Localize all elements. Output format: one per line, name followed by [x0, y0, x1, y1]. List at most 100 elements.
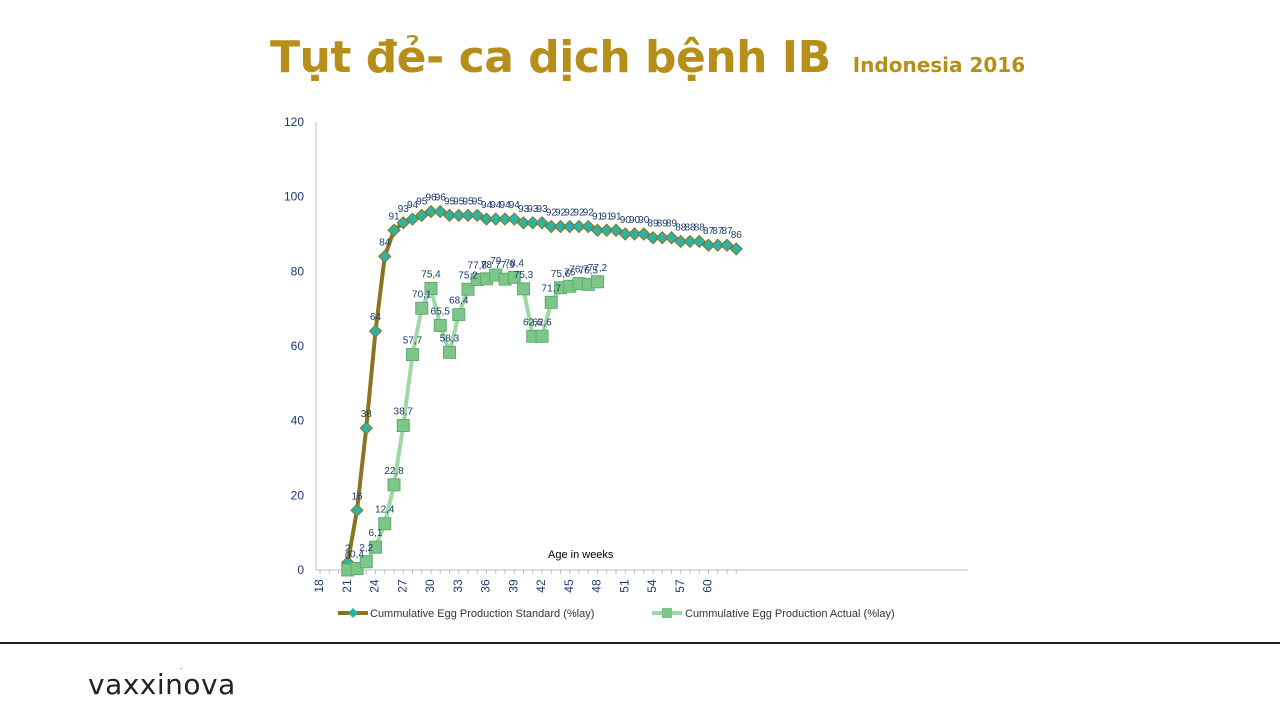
actual-data-label: 77,9 — [495, 260, 515, 271]
standard-point — [701, 238, 716, 252]
x-tick-label: 18 — [312, 579, 326, 593]
actual-point — [517, 282, 530, 296]
standard-point — [479, 212, 494, 226]
standard-point — [720, 238, 734, 252]
y-tick-label: 40 — [291, 414, 305, 428]
actual-point — [433, 318, 447, 332]
standard-point — [590, 223, 605, 237]
standard-data-label: 89 — [657, 219, 669, 230]
standard-point — [609, 223, 623, 237]
actual-point — [369, 540, 382, 554]
logo-text: vaxxinova — [88, 668, 236, 701]
standard-point — [378, 249, 392, 264]
standard-point — [452, 208, 466, 223]
actual-data-label: 75,6 — [551, 269, 571, 280]
standard-point — [359, 421, 373, 435]
actual-point — [424, 282, 438, 296]
standard-data-label: 92 — [555, 208, 567, 219]
actual-data-label: 75,2 — [458, 270, 478, 281]
standard-data-label: 87 — [703, 226, 715, 237]
actual-point — [507, 270, 521, 284]
standard-point — [618, 227, 632, 241]
actual-data-label: 75,3 — [514, 270, 534, 281]
standard-data-label: 93 — [518, 204, 530, 215]
standard-series-line — [345, 209, 737, 563]
standard-point — [405, 212, 420, 226]
standard-data-label: 38 — [361, 409, 373, 420]
standard-point — [655, 231, 669, 245]
standard-data-label: 95 — [453, 196, 465, 207]
actual-data-label: 68,4 — [449, 296, 469, 307]
standard-data-label: 88 — [675, 222, 687, 233]
standard-point — [461, 208, 475, 223]
standard-point — [581, 219, 595, 234]
standard-data-label: 93 — [527, 204, 539, 215]
x-tick-label: 57 — [673, 579, 687, 593]
actual-data-label: 79 — [490, 256, 502, 267]
standard-point — [553, 219, 568, 234]
standard-point — [572, 219, 586, 234]
actual-data-label: 78,4 — [505, 258, 525, 269]
standard-point — [442, 208, 457, 223]
standard-data-label: 87 — [712, 226, 724, 237]
actual-data-label: 62,6 — [523, 317, 543, 328]
standard-point — [387, 223, 401, 237]
standard-data-label: 95 — [416, 196, 428, 207]
x-tick-label: 30 — [423, 579, 437, 593]
x-tick-label: 42 — [534, 579, 548, 593]
actual-point — [378, 517, 392, 531]
standard-point — [544, 219, 558, 234]
actual-data-label: 76 — [564, 267, 576, 278]
actual-point — [359, 555, 373, 569]
actual-data-label: 58,3 — [440, 333, 460, 344]
page-title: Tụt đẻ- ca dịch bệnh IB — [270, 32, 831, 83]
standard-point — [683, 234, 697, 249]
standard-data-label: 95 — [472, 196, 484, 207]
y-tick-label: 80 — [291, 264, 305, 278]
standard-data-label: 2 — [345, 544, 351, 555]
actual-data-label: 65,5 — [431, 306, 451, 317]
actual-point — [396, 419, 410, 433]
standard-data-label: 16 — [351, 491, 363, 502]
standard-point — [711, 238, 725, 252]
y-tick-label: 0 — [297, 563, 304, 577]
actual-data-label: 71,7 — [542, 283, 562, 294]
standard-point — [516, 216, 531, 230]
standard-data-label: 89 — [647, 219, 659, 230]
standard-point — [729, 242, 743, 256]
x-tick-label: 27 — [395, 579, 409, 593]
actual-data-label: 76,5 — [579, 265, 599, 276]
x-tick-label: 39 — [506, 579, 520, 593]
x-tick-label: 51 — [617, 579, 631, 593]
actual-data-label: 78 — [481, 260, 493, 271]
legend-actual-swatch-marker — [662, 608, 672, 618]
x-tick-label: 21 — [340, 579, 354, 593]
standard-data-label: 91 — [601, 211, 613, 222]
standard-data-label: 93 — [398, 204, 410, 215]
actual-data-label: 0,4 — [350, 550, 364, 561]
standard-data-label: 86 — [731, 230, 743, 241]
page-subtitle: Indonesia 2016 — [852, 53, 1026, 77]
standard-point — [498, 212, 512, 226]
standard-data-label: 93 — [536, 204, 548, 215]
x-tick-label: 33 — [451, 579, 465, 593]
standard-point — [415, 208, 429, 223]
x-tick-label: 36 — [479, 579, 493, 593]
standard-point — [396, 216, 410, 230]
actual-point — [461, 282, 475, 296]
actual-data-label: 6,1 — [369, 528, 383, 539]
standard-data-label: 84 — [379, 237, 391, 248]
standard-data-label: 91 — [610, 211, 622, 222]
footer-divider — [0, 642, 1280, 644]
standard-data-label: 91 — [592, 211, 604, 222]
actual-data-label: 12,4 — [375, 505, 395, 516]
standard-point — [507, 212, 521, 226]
standard-data-label: 92 — [583, 208, 595, 219]
standard-data-label: 95 — [444, 196, 456, 207]
standard-point — [664, 231, 679, 245]
actual-data-label: 2,2 — [359, 543, 373, 554]
standard-point — [627, 227, 642, 241]
x-tick-label: 54 — [645, 579, 659, 593]
standard-point — [600, 223, 614, 237]
standard-point — [692, 234, 706, 249]
